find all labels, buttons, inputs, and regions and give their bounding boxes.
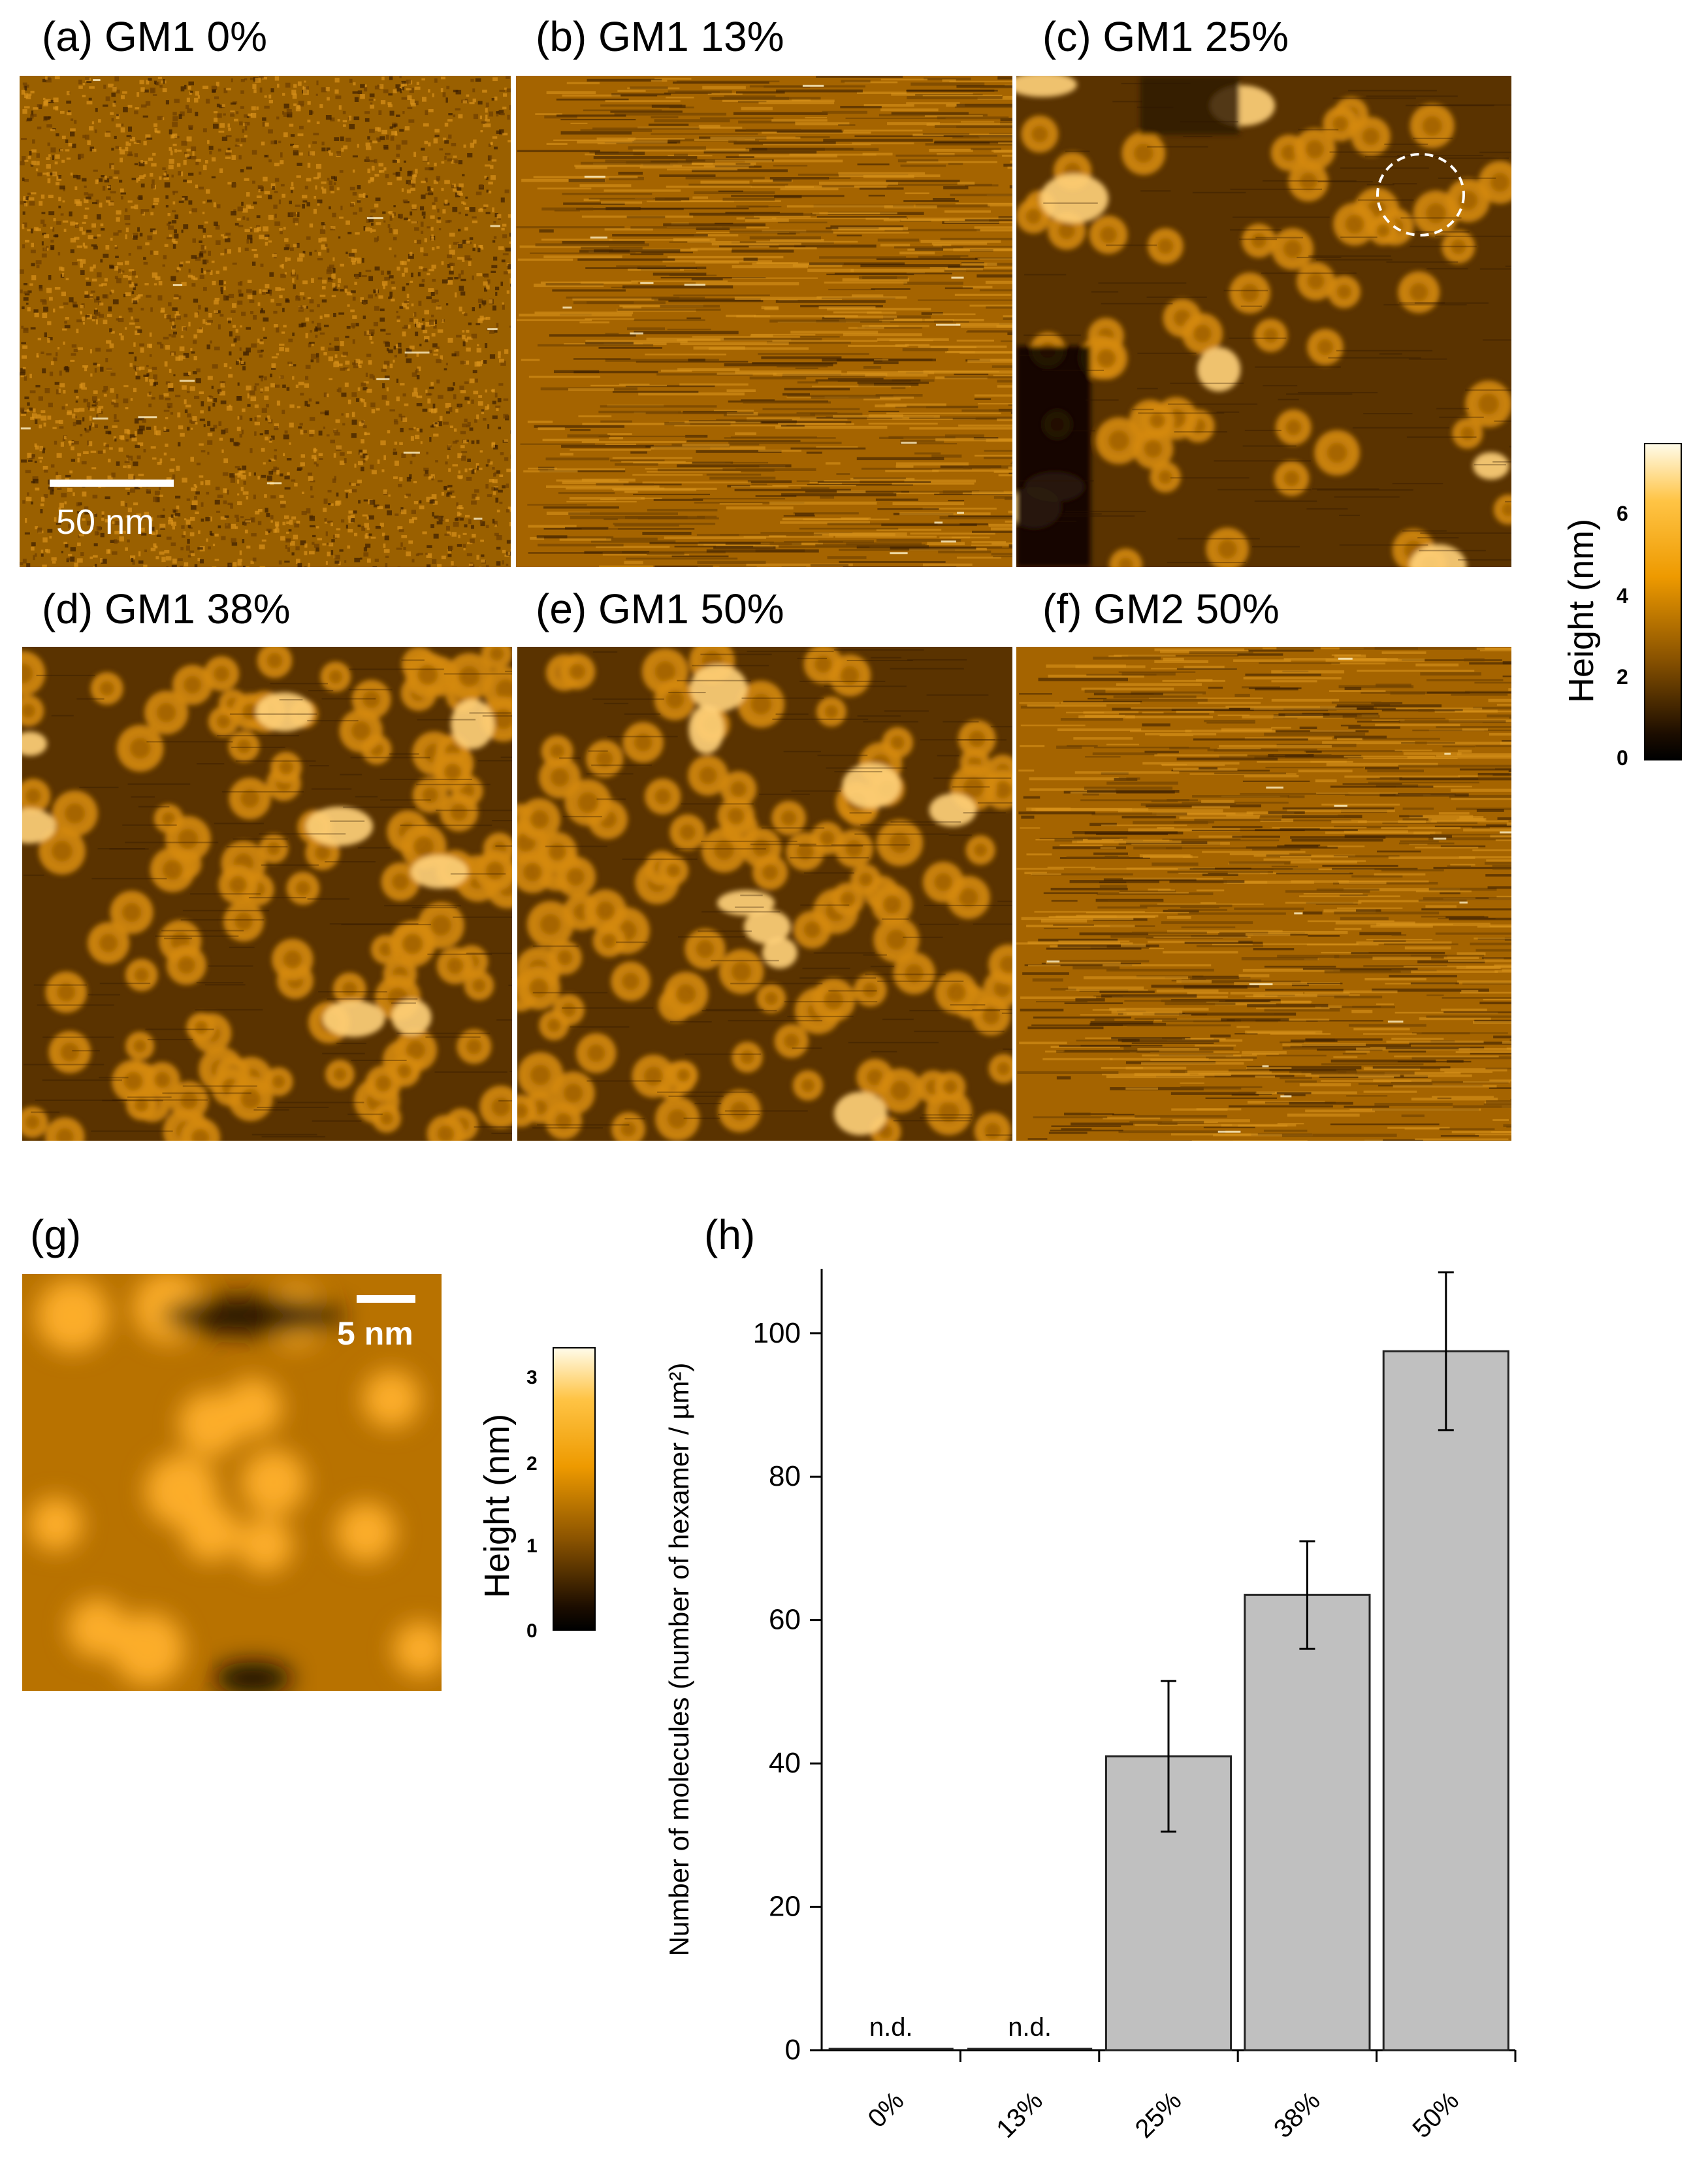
scale-bar-5nm (357, 1295, 415, 1303)
afm-image-e (517, 647, 1012, 1141)
y-tick-label: 40 (769, 1747, 801, 1779)
x-tick-label: 0% (863, 2086, 910, 2133)
colorbar-g-tick-2: 2 (526, 1453, 538, 1475)
x-tick-label: 38% (1268, 2086, 1326, 2144)
panel-caption: GM1 0% (105, 13, 267, 60)
panel-caption: GM1 50% (598, 585, 784, 632)
panel-label: (f) (1042, 585, 1082, 632)
value-label-nd: n.d. (869, 2013, 913, 2042)
colorbar-main-tick-4: 4 (1617, 584, 1628, 608)
afm-image-b (516, 76, 1012, 567)
afm-image-a (20, 76, 511, 567)
colorbar-main-tick-0: 0 (1617, 746, 1628, 770)
afm-image-d (22, 647, 512, 1141)
panel-f-title: (f) GM2 50% (1042, 588, 1280, 630)
colorbar-g-tick-0: 0 (526, 1620, 538, 1642)
error-bar (1299, 1540, 1315, 1650)
y-tick-label: 20 (769, 1891, 801, 1923)
x-tick-label: 50% (1407, 2086, 1464, 2144)
afm-image-c (1016, 76, 1511, 567)
bar (1244, 1593, 1371, 2051)
colorbar-g (553, 1347, 596, 1631)
error-bar (1161, 1680, 1176, 1833)
x-tick-label: 13% (991, 2086, 1048, 2144)
y-tick-label: 0 (785, 2034, 801, 2066)
panel-label: (d) (42, 585, 93, 632)
bar (1382, 1350, 1509, 2051)
y-axis-label: Number of molecules (number of hexamer /… (664, 1363, 694, 1957)
panel-caption: GM1 25% (1103, 13, 1289, 60)
colorbar-g-tick-3: 3 (526, 1367, 538, 1388)
panel-d-title: (d) GM1 38% (42, 588, 291, 630)
panel-label: (a) (42, 13, 93, 60)
y-tick-label: 100 (753, 1317, 801, 1349)
panel-caption: GM1 13% (598, 13, 784, 60)
afm-image-f (1016, 647, 1511, 1141)
bar-chart: 0 20 40 60 80 100 n.d. 0% n.d. 13% 25% 38% 50% Number… (627, 1228, 1541, 2173)
colorbar-g-label: Height (nm) (477, 1413, 517, 1598)
panel-c-title: (c) GM1 25% (1042, 16, 1289, 57)
colorbar-g-tick-1: 1 (526, 1535, 538, 1557)
panel-e-title: (e) GM1 50% (536, 588, 784, 630)
scale-bar-50nm (50, 480, 174, 487)
y-tick-label: 60 (769, 1604, 801, 1636)
error-bar (1438, 1271, 1454, 1431)
panel-caption: GM2 50% (1093, 585, 1280, 632)
value-label-nd: n.d. (1008, 2013, 1052, 2042)
panel-label: (c) (1042, 13, 1091, 60)
x-tick-label: 25% (1130, 2086, 1187, 2144)
colorbar-main (1644, 443, 1682, 760)
colorbar-main-tick-6: 6 (1617, 502, 1628, 525)
scale-bar-label-50nm: 50 nm (56, 502, 155, 542)
panel-g-title: (g) (30, 1211, 82, 1258)
panel-h-title: (h) (704, 1211, 756, 1258)
afm-image-g (22, 1274, 442, 1691)
panel-label: (e) (536, 585, 587, 632)
panel-b-title: (b) GM1 13% (536, 16, 784, 57)
colorbar-main-label: Height (nm) (1562, 518, 1601, 703)
colorbar-main-tick-2: 2 (1617, 665, 1628, 689)
panel-label: (b) (536, 13, 587, 60)
panel-caption: GM1 38% (105, 585, 291, 632)
panel-a-title: (a) GM1 0% (42, 16, 267, 57)
y-tick-label: 80 (769, 1460, 801, 1492)
scale-bar-label-5nm: 5 nm (337, 1315, 413, 1352)
highlight-circle (1376, 153, 1465, 237)
